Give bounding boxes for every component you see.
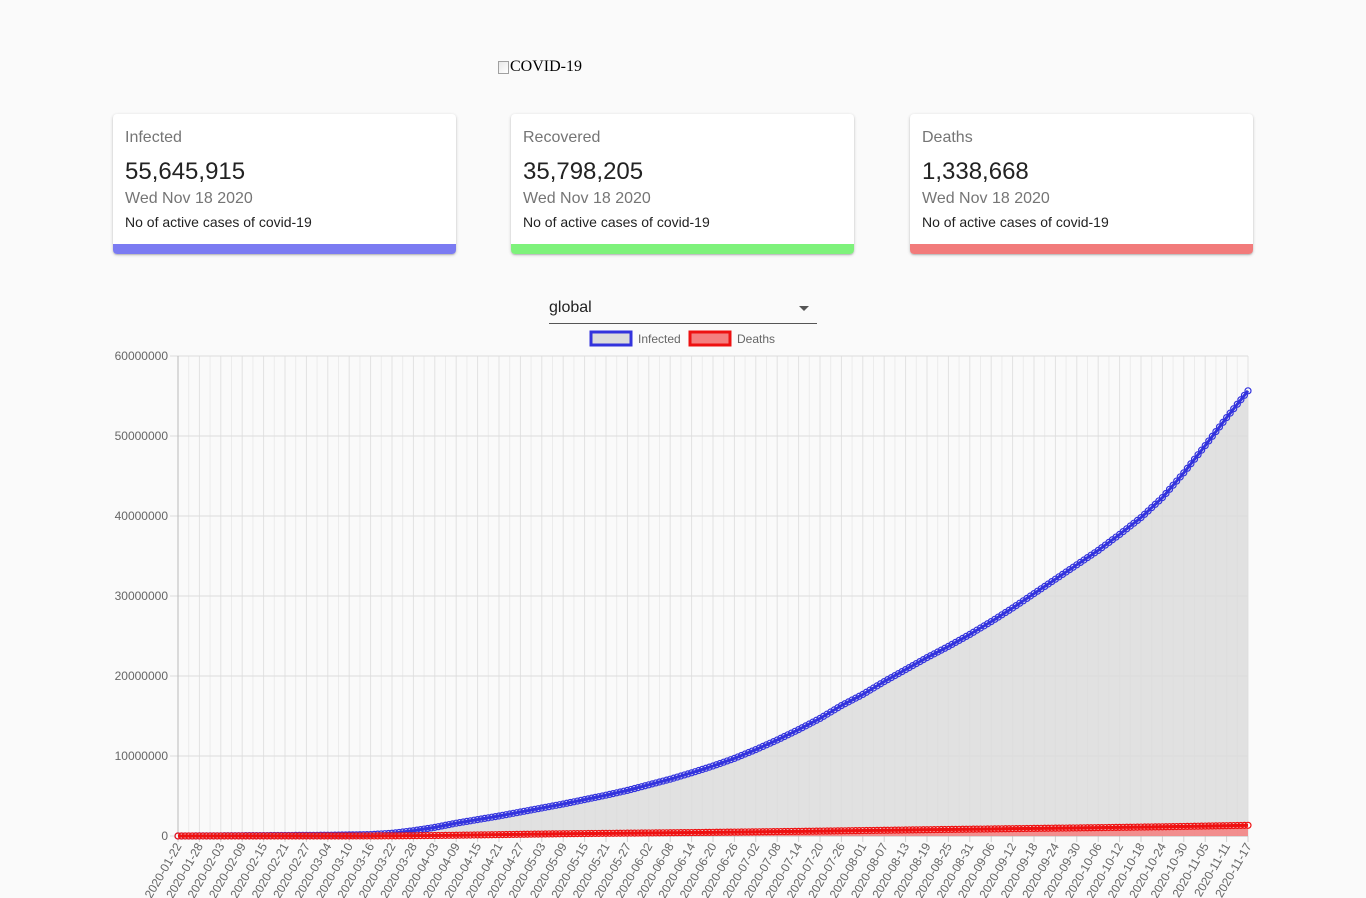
deaths-card: Deaths 1,338,668 Wed Nov 18 2020 No of a… [910,114,1253,254]
recovered-card: Recovered 35,798,205 Wed Nov 18 2020 No … [511,114,854,254]
card-value: 35,798,205 [523,158,644,185]
card-label: Deaths [922,129,973,146]
legend-label-infected: Infected [638,332,681,346]
card-date: Wed Nov 18 2020 [125,190,253,207]
card-description: No of active cases of covid-19 [922,214,1109,230]
card-color-bar [910,244,1253,254]
y-tick-label: 20000000 [115,669,169,683]
legend-label-deaths: Deaths [737,332,775,346]
dropdown-arrow-icon[interactable] [799,306,809,311]
logo-alt-text: COVID-19 [510,58,582,75]
card-description: No of active cases of covid-19 [125,214,312,230]
y-tick-label: 10000000 [115,749,169,763]
y-tick-label: 0 [161,829,168,843]
series-line-deaths [178,823,1249,838]
card-date: Wed Nov 18 2020 [523,190,651,207]
series-area-infected [178,390,1248,836]
legend-swatch-deaths [688,330,732,347]
legend-swatch-infected [589,330,633,347]
card-value: 1,338,668 [922,158,1029,185]
series-area-deaths [178,825,1248,836]
y-tick-label: 50000000 [115,429,169,443]
card-date: Wed Nov 18 2020 [922,190,1050,207]
card-label: Infected [125,129,182,146]
infected-card: Infected 55,645,915 Wed Nov 18 2020 No o… [113,114,456,254]
card-description: No of active cases of covid-19 [523,214,710,230]
card-color-bar [113,244,456,254]
broken-image-icon [498,60,509,74]
card-label: Recovered [523,129,601,146]
country-select[interactable]: global [549,292,817,324]
card-color-bar [511,244,854,254]
y-tick-label: 30000000 [115,589,169,603]
logo-image: COVID-19 [498,58,582,76]
card-value: 55,645,915 [125,158,246,185]
y-tick-label: 60000000 [115,349,169,363]
country-select-value: global [549,299,592,316]
y-tick-label: 40000000 [115,509,169,523]
